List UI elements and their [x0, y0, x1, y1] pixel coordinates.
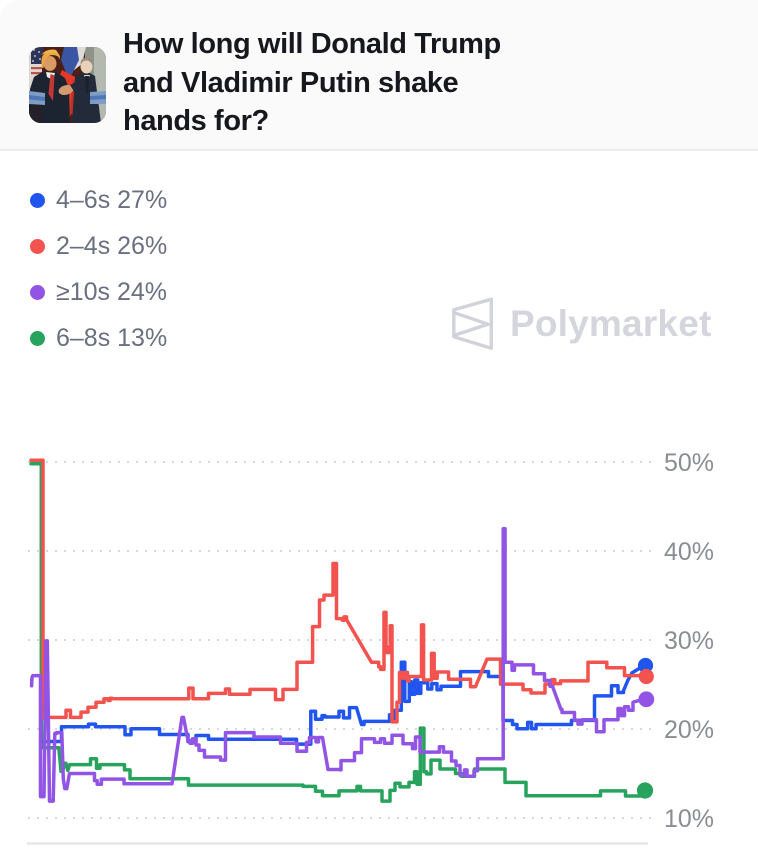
svg-text:Polymarket: Polymarket [510, 303, 712, 344]
svg-text:40%: 40% [664, 538, 714, 566]
svg-text:50%: 50% [664, 449, 714, 477]
svg-text:30%: 30% [664, 627, 714, 655]
svg-text:20%: 20% [664, 716, 714, 744]
svg-text:10%: 10% [664, 805, 714, 833]
